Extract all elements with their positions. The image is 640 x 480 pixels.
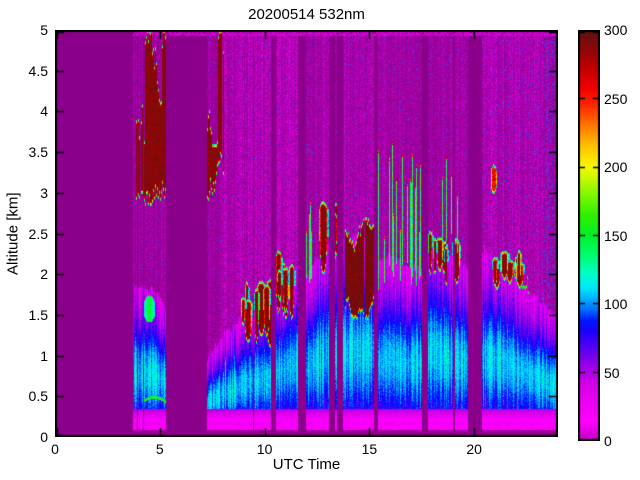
x-tick-label-0: 0 xyxy=(51,441,59,457)
colorbar-tick-label-200: 200 xyxy=(604,159,628,175)
y-tick-label-5: 5 xyxy=(40,22,48,38)
colorbar-gradient xyxy=(578,30,600,441)
heatmap-plot-area xyxy=(55,30,558,437)
y-axis-label: Altitude [km] xyxy=(4,192,22,275)
y-tick-label-4: 4 xyxy=(40,103,48,120)
y-tick-label-3: 3 xyxy=(40,184,48,201)
y-tick-label-0: 0 xyxy=(40,429,48,445)
x-tick-label-20: 20 xyxy=(466,441,482,457)
y-tick-label-0.5: 0.5 xyxy=(28,388,48,405)
x-axis-label: UTC Time xyxy=(272,456,341,473)
y-tick-label-2.5: 2.5 xyxy=(28,225,48,242)
colorbar-tick-label-100: 100 xyxy=(604,296,628,312)
x-tick-label-5: 5 xyxy=(155,441,164,457)
y-tick-label-1: 1 xyxy=(40,347,48,364)
colorbar-tick-label-300: 300 xyxy=(604,22,628,38)
x-tick-label-15: 15 xyxy=(361,441,378,457)
y-tick-label-2: 2 xyxy=(40,266,48,283)
x-tick-label-10: 10 xyxy=(256,441,273,457)
y-tick-label-1.5: 1.5 xyxy=(28,306,48,323)
y-tick-label-4.5: 4.5 xyxy=(28,62,48,79)
colorbar-tick-label-250: 250 xyxy=(604,90,628,107)
colorbar-tick-label-150: 150 xyxy=(604,227,628,244)
figure-title: 20200514 532nm xyxy=(248,6,365,23)
colorbar-tick-label-50: 50 xyxy=(604,364,620,381)
colorbar-tick-label-0: 0 xyxy=(604,433,612,449)
y-tick-label-3.5: 3.5 xyxy=(28,144,48,161)
